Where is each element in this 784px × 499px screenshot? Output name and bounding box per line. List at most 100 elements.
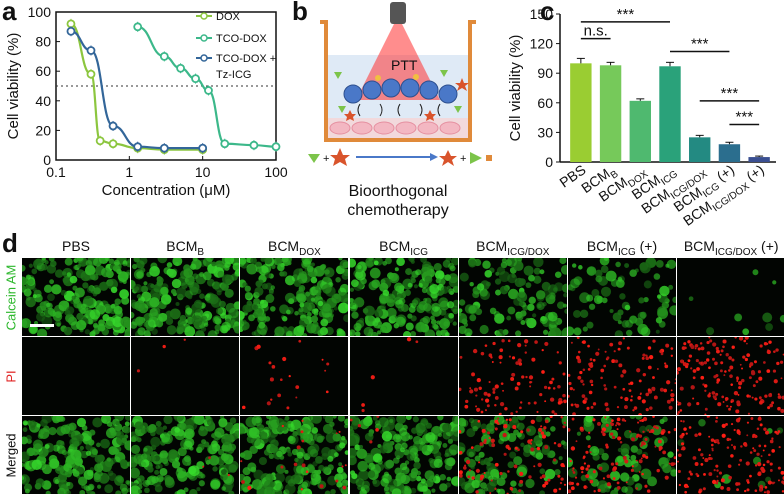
green-cell [382, 440, 393, 451]
green-cell [312, 461, 319, 467]
green-cell [354, 269, 366, 281]
y-tick-label: 80 [35, 34, 51, 50]
green-cell [525, 478, 535, 489]
red-cell [677, 460, 680, 463]
data-point [133, 22, 143, 32]
green-cell [167, 325, 177, 335]
red-cell [537, 427, 543, 432]
red-cell [589, 358, 593, 361]
red-cell [749, 362, 754, 367]
red-cell [335, 479, 339, 483]
red-cell [682, 362, 688, 367]
red-cell [526, 439, 532, 444]
laser-head [390, 2, 406, 24]
red-cell [745, 461, 751, 466]
red-cell [737, 394, 740, 396]
red-cell [687, 402, 692, 407]
red-cell [467, 475, 471, 479]
red-cell [773, 379, 779, 384]
red-cell [697, 347, 702, 351]
red-cell [720, 369, 724, 373]
green-cell [510, 480, 517, 487]
red-cell [692, 369, 697, 373]
red-cell [349, 418, 353, 422]
green-cell [184, 428, 195, 439]
y-tick-label: 60 [537, 95, 553, 111]
green-cell [201, 439, 207, 445]
green-cell [430, 488, 436, 493]
green-cell [264, 316, 271, 322]
red-cell [702, 383, 705, 386]
red-cell [611, 435, 616, 439]
green-cell [161, 294, 172, 305]
red-cell [631, 465, 634, 468]
red-cell [647, 365, 652, 370]
green-cell [133, 255, 141, 263]
green-cell [299, 268, 304, 273]
green-cell [518, 278, 526, 286]
red-cell [549, 397, 555, 402]
red-cell [641, 399, 646, 404]
red-cell [589, 379, 594, 384]
red-cell [666, 380, 671, 385]
red-cell [686, 362, 690, 366]
red-cell [725, 422, 729, 426]
green-cell [270, 285, 276, 290]
red-cell [415, 340, 418, 344]
red-cell [600, 430, 605, 434]
green-cell [294, 280, 302, 287]
red-cell [556, 351, 559, 354]
red-cell [708, 366, 712, 370]
red-cell [588, 390, 593, 395]
green-cell [228, 464, 238, 473]
red-cell [483, 471, 486, 474]
green-cell [482, 260, 491, 269]
red-cell [645, 354, 648, 357]
red-cell [581, 470, 584, 474]
green-cell [89, 429, 96, 436]
tile-background [22, 337, 130, 415]
red-cell [690, 367, 693, 370]
red-cell [505, 418, 508, 421]
green-cell [601, 452, 609, 461]
green-cell [742, 328, 750, 336]
green-cell [357, 469, 369, 481]
green-cell [245, 285, 252, 292]
red-cell [777, 393, 781, 396]
green-cell [350, 311, 359, 319]
red-cell [638, 459, 643, 464]
red-cell [622, 337, 625, 340]
red-cell [301, 419, 304, 422]
green-cell [277, 264, 285, 272]
red-cell [664, 364, 669, 369]
green-cell [43, 284, 53, 293]
green-cell [363, 305, 375, 317]
red-cell [766, 369, 771, 373]
green-cell [221, 321, 232, 332]
green-cell [222, 274, 233, 285]
green-cell [367, 470, 375, 478]
green-cell [129, 485, 141, 497]
red-cell [720, 349, 724, 353]
green-cell [85, 450, 92, 456]
red-cell [503, 452, 507, 456]
green-cell [218, 448, 225, 456]
green-cell [410, 278, 416, 284]
green-cell [348, 298, 354, 303]
green-cell [252, 479, 264, 490]
green-cell [22, 427, 28, 433]
green-cell [249, 445, 259, 455]
red-cell [748, 412, 751, 415]
red-cell [602, 432, 606, 437]
row-label-2: Merged [3, 433, 19, 478]
red-cell [637, 395, 642, 400]
green-cell [631, 463, 642, 473]
red-cell [700, 375, 705, 380]
green-cell [214, 316, 220, 323]
red-cell [492, 341, 496, 346]
red-cell [494, 419, 499, 424]
red-cell [298, 339, 302, 343]
red-cell [766, 349, 772, 355]
red-cell [301, 488, 304, 491]
red-cell [537, 462, 542, 467]
